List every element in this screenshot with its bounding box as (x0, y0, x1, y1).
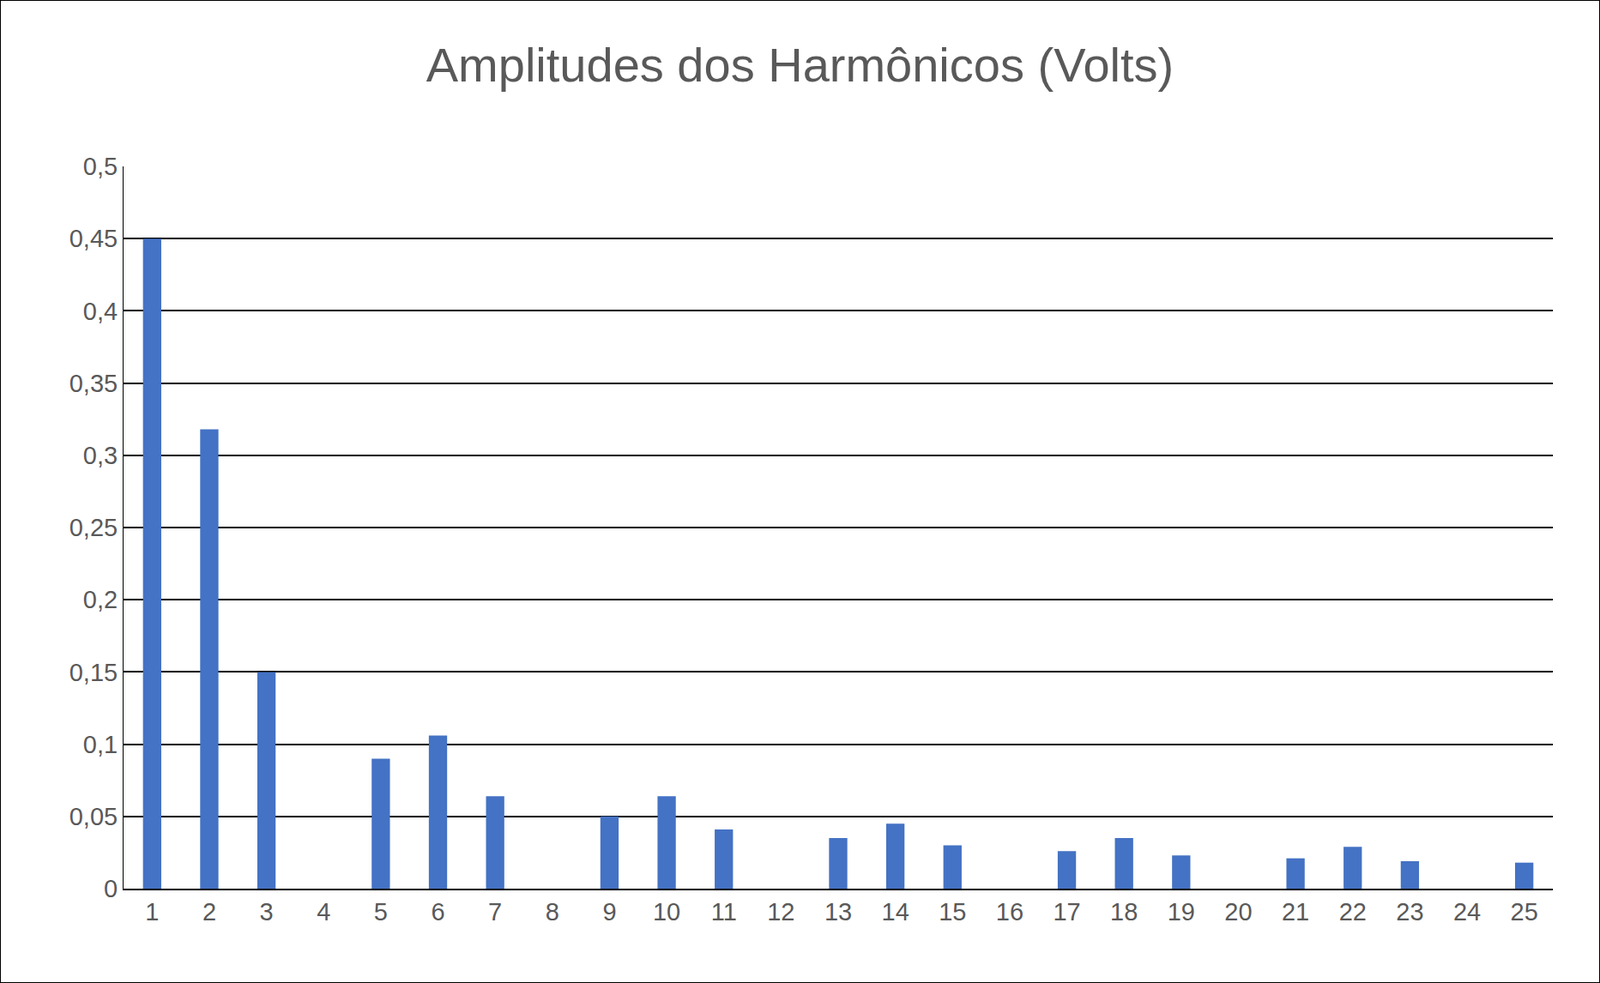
svg-text:6: 6 (430, 898, 445, 926)
svg-text:0,45: 0,45 (69, 224, 118, 253)
svg-text:0,1: 0,1 (83, 730, 118, 759)
svg-text:22: 22 (1339, 898, 1367, 926)
svg-text:7: 7 (488, 898, 502, 926)
svg-text:19: 19 (1167, 898, 1196, 926)
svg-text:0,35: 0,35 (69, 369, 118, 398)
svg-text:0,3: 0,3 (83, 441, 118, 470)
svg-text:8: 8 (545, 898, 560, 926)
svg-text:21: 21 (1281, 898, 1310, 926)
svg-text:5: 5 (374, 898, 388, 926)
svg-text:9: 9 (602, 898, 616, 926)
svg-text:17: 17 (1052, 898, 1081, 926)
svg-text:Amplitudes dos Harmônicos (Vol: Amplitudes dos Harmônicos (Volts) (426, 37, 1174, 92)
svg-text:14: 14 (881, 898, 910, 926)
svg-text:12: 12 (766, 898, 795, 926)
svg-text:13: 13 (824, 898, 852, 926)
svg-text:0,15: 0,15 (69, 658, 118, 687)
svg-text:0,5: 0,5 (83, 152, 118, 181)
svg-text:16: 16 (996, 898, 1024, 926)
svg-text:11: 11 (711, 898, 737, 926)
svg-text:24: 24 (1453, 898, 1481, 926)
svg-text:18: 18 (1110, 898, 1138, 926)
svg-text:0,05: 0,05 (69, 803, 118, 831)
svg-text:3: 3 (259, 898, 274, 926)
svg-text:0,2: 0,2 (83, 585, 118, 614)
svg-text:4: 4 (316, 898, 331, 926)
svg-text:25: 25 (1510, 898, 1539, 926)
svg-text:0,4: 0,4 (83, 297, 118, 326)
svg-text:15: 15 (938, 898, 967, 926)
svg-text:10: 10 (652, 898, 681, 926)
svg-text:0: 0 (103, 875, 118, 903)
svg-text:1: 1 (144, 898, 159, 926)
svg-text:20: 20 (1224, 898, 1252, 926)
svg-text:0,25: 0,25 (69, 513, 118, 542)
svg-text:23: 23 (1395, 898, 1424, 926)
svg-text:2: 2 (202, 898, 217, 926)
